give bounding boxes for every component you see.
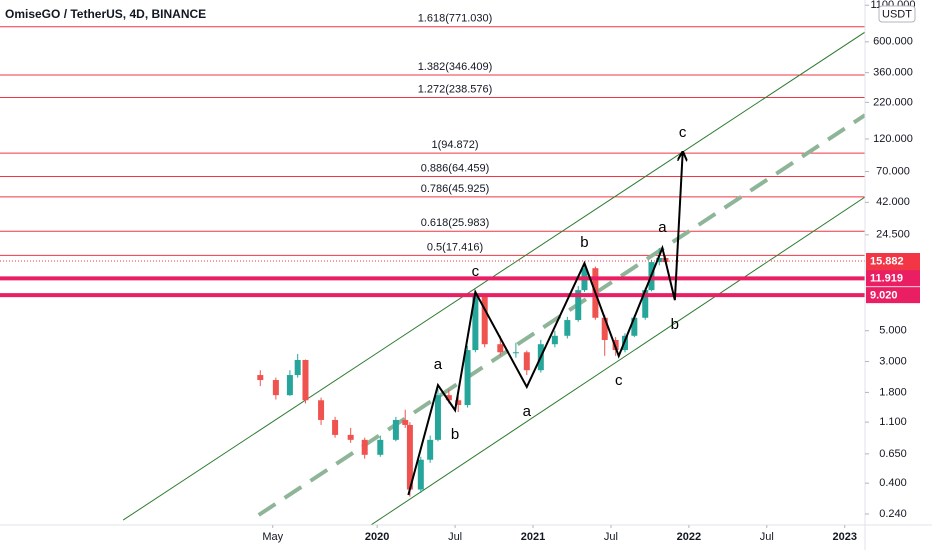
candle-body <box>377 439 384 455</box>
x-tick-label: Jul <box>604 531 618 543</box>
wave-label: b <box>671 316 679 333</box>
channel-line <box>370 196 865 525</box>
price-label: 11.919 <box>870 273 903 285</box>
candle-body <box>402 419 409 425</box>
fib-label: 0.618(25.983) <box>421 217 490 229</box>
candle-body <box>417 459 424 490</box>
x-tick-label: 2021 <box>521 531 545 543</box>
channel-line <box>122 31 865 521</box>
candle-body <box>472 295 479 351</box>
y-tick-label: 70.000 <box>876 165 910 177</box>
candle-body <box>427 439 434 460</box>
wave-label: c <box>615 372 623 389</box>
candle-body <box>481 295 488 345</box>
candle-body <box>551 335 558 345</box>
x-tick-label: May <box>262 531 283 543</box>
y-tick-label: 0.240 <box>879 508 907 520</box>
fib-label: 0.786(45.925) <box>421 183 490 195</box>
candle-body <box>512 352 519 354</box>
fib-label: 1.618(771.030) <box>418 13 493 25</box>
candle-body <box>257 375 264 381</box>
chart-title: OmiseGO / TetherUS, 4D, BINANCE <box>5 7 206 21</box>
candle-body <box>302 359 309 401</box>
fib-label: 1.272(238.576) <box>418 83 493 95</box>
price-badge <box>866 287 920 304</box>
wave-label: c <box>472 263 480 280</box>
candle-body <box>392 419 399 440</box>
y-tick-label: 3.000 <box>879 355 907 367</box>
y-tick-label: 5.000 <box>879 325 907 337</box>
candle-body <box>575 290 582 321</box>
y-tick-label: 120.000 <box>873 133 913 145</box>
candle-body <box>445 395 452 401</box>
price-label: 9.020 <box>870 290 898 302</box>
y-tick-label: 600.000 <box>873 36 913 48</box>
candle-body <box>434 395 441 440</box>
channel-midline <box>257 113 865 517</box>
candle-body <box>631 317 638 336</box>
wave-line <box>407 153 682 496</box>
candle-body <box>347 434 354 440</box>
x-tick-label: 2022 <box>677 531 701 543</box>
candle-body <box>464 350 471 406</box>
y-tick-label: 220.000 <box>873 96 913 108</box>
wave-label: a <box>523 403 532 420</box>
x-tick-label: Jul <box>448 531 462 543</box>
x-tick-label: 2020 <box>365 531 389 543</box>
candle-body <box>318 400 325 420</box>
fib-label: 0.5(17.416) <box>427 241 483 253</box>
price-label: 15.882 <box>870 255 904 267</box>
candle-body <box>406 424 413 490</box>
candle-body <box>286 375 293 396</box>
candle-body <box>564 320 571 336</box>
candle-body <box>455 400 462 406</box>
candle-body <box>601 317 608 340</box>
wave-label: c <box>679 124 687 141</box>
y-tick-label: 24.500 <box>876 229 910 241</box>
y-tick-label: 1.100 <box>879 416 907 428</box>
candle-body <box>332 419 339 435</box>
fib-label: 1(94.872) <box>431 139 478 151</box>
candle-body <box>272 380 279 396</box>
y-tick-label: 0.400 <box>879 477 907 489</box>
wave-label: b <box>580 234 588 251</box>
candle-body <box>497 344 504 353</box>
candle-body <box>656 257 663 263</box>
fib-label: 0.886(64.459) <box>421 162 490 174</box>
x-tick-label: 2023 <box>832 531 856 543</box>
y-tick-label: 42.000 <box>876 196 910 208</box>
candle-body <box>361 439 368 455</box>
candle-body <box>294 359 301 376</box>
y-tick-label: 1.800 <box>879 386 907 398</box>
wave-label: b <box>451 426 459 443</box>
candle-body <box>523 352 530 371</box>
currency-label: USDT <box>882 8 912 20</box>
price-badge <box>866 270 920 287</box>
y-tick-label: 0.650 <box>879 448 907 460</box>
x-tick-label: Jul <box>760 531 774 543</box>
fib-label: 1.382(346.409) <box>418 61 493 73</box>
candle-body <box>642 290 649 318</box>
currency-badge[interactable] <box>878 5 916 23</box>
plot-area: 1.618(771.030) 1.382(346.409) 1.272(238.57… <box>0 13 865 525</box>
wave-label: a <box>434 356 443 373</box>
y-tick-label: 360.000 <box>873 67 913 79</box>
wave-label: a <box>658 219 667 236</box>
